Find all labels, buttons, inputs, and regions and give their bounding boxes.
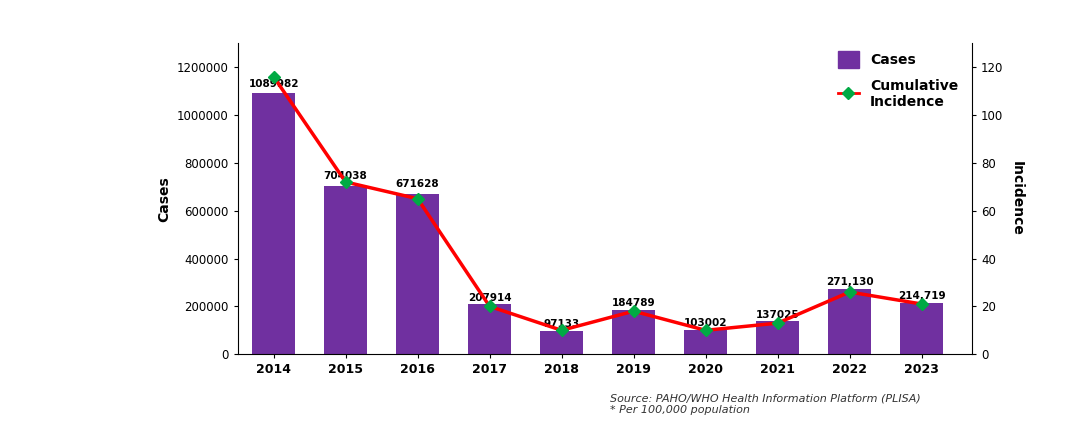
Text: 214,719: 214,719 [897, 291, 945, 301]
Text: 1089982: 1089982 [248, 79, 299, 89]
Bar [324, 186, 367, 354]
Text: 184789: 184789 [611, 298, 656, 308]
Y-axis label: Cases: Cases [158, 176, 171, 222]
Bar [396, 194, 440, 354]
Bar [756, 321, 799, 354]
Text: 103002: 103002 [684, 318, 727, 328]
Text: 704038: 704038 [324, 172, 367, 181]
Bar [468, 305, 511, 354]
Text: 97133: 97133 [543, 319, 580, 329]
Bar [252, 93, 295, 354]
Bar [540, 331, 583, 354]
Bar [612, 310, 656, 354]
Text: 137025: 137025 [756, 310, 799, 320]
Text: 207914: 207914 [468, 292, 512, 302]
Y-axis label: Incidence: Incidence [1010, 161, 1024, 236]
Text: 671628: 671628 [395, 179, 440, 189]
Text: Source: PAHO/WHO Health Information Platform (PLISA)
* Per 100,000 population: Source: PAHO/WHO Health Information Plat… [610, 393, 921, 415]
Text: 271,130: 271,130 [826, 277, 874, 287]
Bar [828, 289, 872, 354]
Legend: Cases, Cumulative
Incidence: Cases, Cumulative Incidence [831, 44, 966, 116]
Bar [684, 330, 727, 354]
Bar [900, 303, 943, 354]
